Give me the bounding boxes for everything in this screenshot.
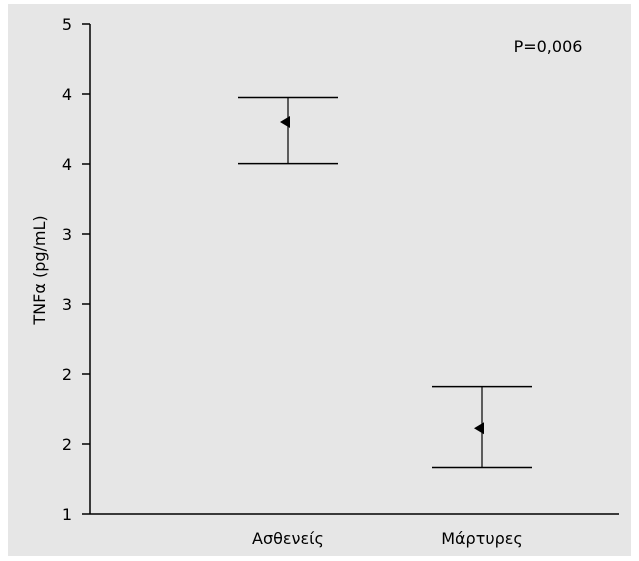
y-tick-label: 4 [62, 85, 72, 104]
y-ticks: 1 2 2 3 3 4 4 5 [62, 15, 90, 524]
error-bars [238, 96, 532, 469]
y-tick-label: 4 [62, 155, 72, 174]
error-bar-2 [432, 385, 532, 469]
y-tick-label: 1 [62, 505, 72, 524]
mean-marker [280, 116, 290, 128]
x-category-label: Μάρτυρες [441, 529, 523, 548]
y-tick-label: 2 [62, 365, 72, 384]
y-tick-label: 5 [62, 15, 72, 34]
mean-marker [474, 422, 484, 435]
x-category-labels: Ασθενείς Μάρτυρες [252, 529, 523, 548]
y-tick-label: 2 [62, 435, 72, 454]
y-axis-label: TNFα (pg/mL) [30, 215, 49, 325]
chart-panel [8, 4, 631, 556]
x-category-label: Ασθενείς [252, 529, 324, 548]
error-bar-1 [238, 96, 338, 165]
p-value-annotation: P=0,006 [514, 37, 583, 56]
y-tick-label: 3 [62, 225, 72, 244]
y-tick-label: 3 [62, 295, 72, 314]
axes [89, 24, 619, 515]
